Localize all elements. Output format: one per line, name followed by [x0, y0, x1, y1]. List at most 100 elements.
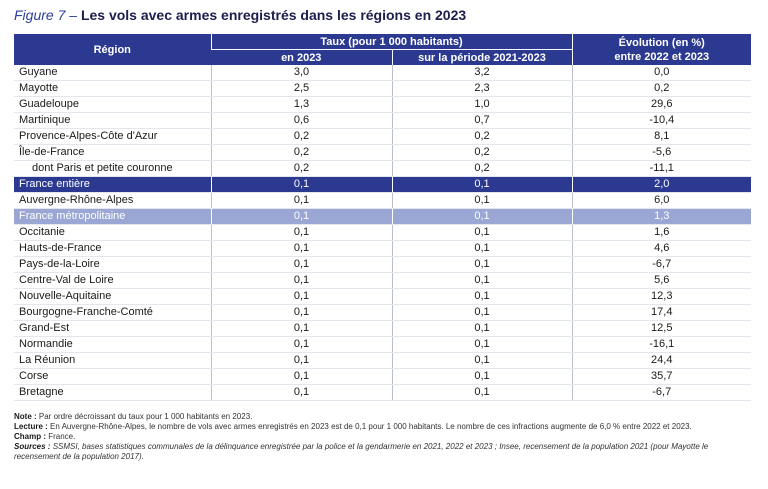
- regions-table: Région Taux (pour 1 000 habitants) Évolu…: [14, 33, 751, 401]
- cell-taux-2023: 0,2: [210, 160, 392, 177]
- cell-evolution: -10,4: [571, 112, 751, 129]
- cell-taux-periode: 0,1: [391, 336, 572, 353]
- cell-taux-2023: 0,1: [210, 272, 392, 289]
- sources-line: Sources : SSMSI, bases statistiques comm…: [14, 442, 754, 462]
- cell-evolution: 8,1: [571, 128, 751, 145]
- champ-line: Champ : France.: [14, 432, 754, 442]
- cell-taux-periode: 0,1: [391, 320, 572, 337]
- cell-region: Bretagne: [14, 384, 211, 401]
- cell-taux-periode: 0,2: [391, 128, 572, 145]
- cell-taux-periode: 0,1: [391, 384, 572, 401]
- cell-taux-2023: 3,0: [210, 65, 392, 81]
- figure-title-text: Les vols avec armes enregistrés dans les…: [80, 7, 467, 23]
- cell-region: Guyane: [14, 65, 211, 81]
- cell-region: Île-de-France: [14, 144, 211, 161]
- cell-evolution: 24,4: [571, 352, 751, 369]
- table-row: Mayotte 2,5 2,3 0,2: [14, 80, 751, 97]
- lecture-label: Lecture :: [14, 422, 48, 431]
- cell-taux-2023: 0,1: [210, 368, 392, 385]
- cell-taux-2023: 0,1: [210, 256, 392, 273]
- table-row: Hauts-de-France 0,1 0,1 4,6: [14, 240, 751, 257]
- cell-evolution: 12,3: [571, 288, 751, 305]
- cell-taux-2023: 0,1: [210, 192, 392, 209]
- cell-taux-periode: 0,7: [391, 112, 572, 129]
- header-evolution: Évolution (en %) entre 2022 et 2023: [571, 33, 751, 65]
- table-row: Occitanie 0,1 0,1 1,6: [14, 224, 751, 241]
- champ-label: Champ :: [14, 432, 46, 441]
- cell-taux-2023: 0,1: [210, 208, 392, 225]
- note-text: Par ordre décroissant du taux pour 1 000…: [36, 412, 253, 421]
- cell-evolution: 6,0: [571, 192, 751, 209]
- cell-taux-2023: 0,6: [210, 112, 392, 129]
- cell-taux-2023: 0,1: [210, 384, 392, 401]
- cell-evolution: 12,5: [571, 320, 751, 337]
- cell-region: Auvergne-Rhône-Alpes: [14, 192, 211, 209]
- cell-taux-periode: 0,1: [391, 352, 572, 369]
- header-region: Région: [14, 33, 211, 65]
- cell-region: Guadeloupe: [14, 96, 211, 113]
- cell-taux-2023: 0,1: [210, 304, 392, 321]
- cell-taux-periode: 0,1: [391, 272, 572, 289]
- cell-region: Normandie: [14, 336, 211, 353]
- cell-taux-2023: 0,1: [210, 336, 392, 353]
- header-evolution-line1: Évolution (en %): [618, 36, 705, 49]
- cell-evolution: 35,7: [571, 368, 751, 385]
- cell-region: France métropolitaine: [14, 208, 211, 225]
- cell-taux-periode: 3,2: [391, 65, 572, 81]
- cell-taux-periode: 0,1: [391, 368, 572, 385]
- cell-region: Hauts-de-France: [14, 240, 211, 257]
- cell-region: Pays-de-la-Loire: [14, 256, 211, 273]
- cell-evolution: 0,2: [571, 80, 751, 97]
- cell-region: Provence-Alpes-Côte d'Azur: [14, 128, 211, 145]
- title-dash: –: [69, 7, 78, 23]
- cell-taux-2023: 0,2: [210, 128, 392, 145]
- cell-evolution: 29,6: [571, 96, 751, 113]
- header-evolution-line2: entre 2022 et 2023: [614, 50, 710, 63]
- cell-taux-periode: 0,1: [391, 192, 572, 209]
- table-row: Provence-Alpes-Côte d'Azur 0,2 0,2 8,1: [14, 128, 751, 145]
- lecture-line: Lecture : En Auvergne-Rhône-Alpes, le no…: [14, 422, 754, 432]
- cell-region: Corse: [14, 368, 211, 385]
- cell-taux-periode: 0,1: [391, 224, 572, 241]
- cell-taux-2023: 0,1: [210, 288, 392, 305]
- cell-region: Bourgogne-Franche-Comté: [14, 304, 211, 321]
- table-row: Corse 0,1 0,1 35,7: [14, 368, 751, 385]
- sources-label: Sources :: [14, 442, 51, 451]
- cell-evolution: -5,6: [571, 144, 751, 161]
- cell-region: France entière: [14, 176, 211, 193]
- figure-title: Figure 7 – Les vols avec armes enregistr…: [14, 6, 466, 24]
- footnotes: Note : Par ordre décroissant du taux pou…: [14, 412, 754, 462]
- cell-taux-2023: 0,1: [210, 240, 392, 257]
- cell-taux-2023: 0,1: [210, 352, 392, 369]
- cell-region: Nouvelle-Aquitaine: [14, 288, 211, 305]
- table-body: Guyane 3,0 3,2 0,0 Mayotte 2,5 2,3 0,2 Guadeloup…: [14, 65, 751, 401]
- cell-evolution: 4,6: [571, 240, 751, 257]
- cell-taux-periode: 2,3: [391, 80, 572, 97]
- note-line: Note : Par ordre décroissant du taux pou…: [14, 412, 754, 422]
- cell-region: Occitanie: [14, 224, 211, 241]
- cell-region: Martinique: [14, 112, 211, 129]
- header-taux-2023: en 2023: [211, 49, 392, 65]
- cell-taux-periode: 0,1: [391, 288, 572, 305]
- cell-taux-2023: 0,1: [210, 224, 392, 241]
- cell-taux-periode: 0,1: [391, 176, 572, 193]
- cell-taux-2023: 2,5: [210, 80, 392, 97]
- cell-evolution: 0,0: [571, 65, 751, 81]
- cell-evolution: -6,7: [571, 256, 751, 273]
- table-header: Région Taux (pour 1 000 habitants) Évolu…: [14, 33, 751, 65]
- cell-region: Grand-Est: [14, 320, 211, 337]
- cell-evolution: -16,1: [571, 336, 751, 353]
- cell-taux-periode: 0,1: [391, 240, 572, 257]
- table-row: Guadeloupe 1,3 1,0 29,6: [14, 96, 751, 113]
- note-label: Note :: [14, 412, 37, 421]
- header-taux-group: Taux (pour 1 000 habitants): [210, 33, 572, 50]
- cell-taux-periode: 0,2: [391, 160, 572, 177]
- table-row: Île-de-France 0,2 0,2 -5,6: [14, 144, 751, 161]
- table-row: Guyane 3,0 3,2 0,0: [14, 65, 751, 81]
- table-row: Bretagne 0,1 0,1 -6,7: [14, 384, 751, 401]
- cell-taux-periode: 0,2: [391, 144, 572, 161]
- cell-taux-periode: 1,0: [391, 96, 572, 113]
- cell-region: Mayotte: [14, 80, 211, 97]
- cell-evolution: 5,6: [571, 272, 751, 289]
- cell-region: dont Paris et petite couronne: [14, 160, 211, 177]
